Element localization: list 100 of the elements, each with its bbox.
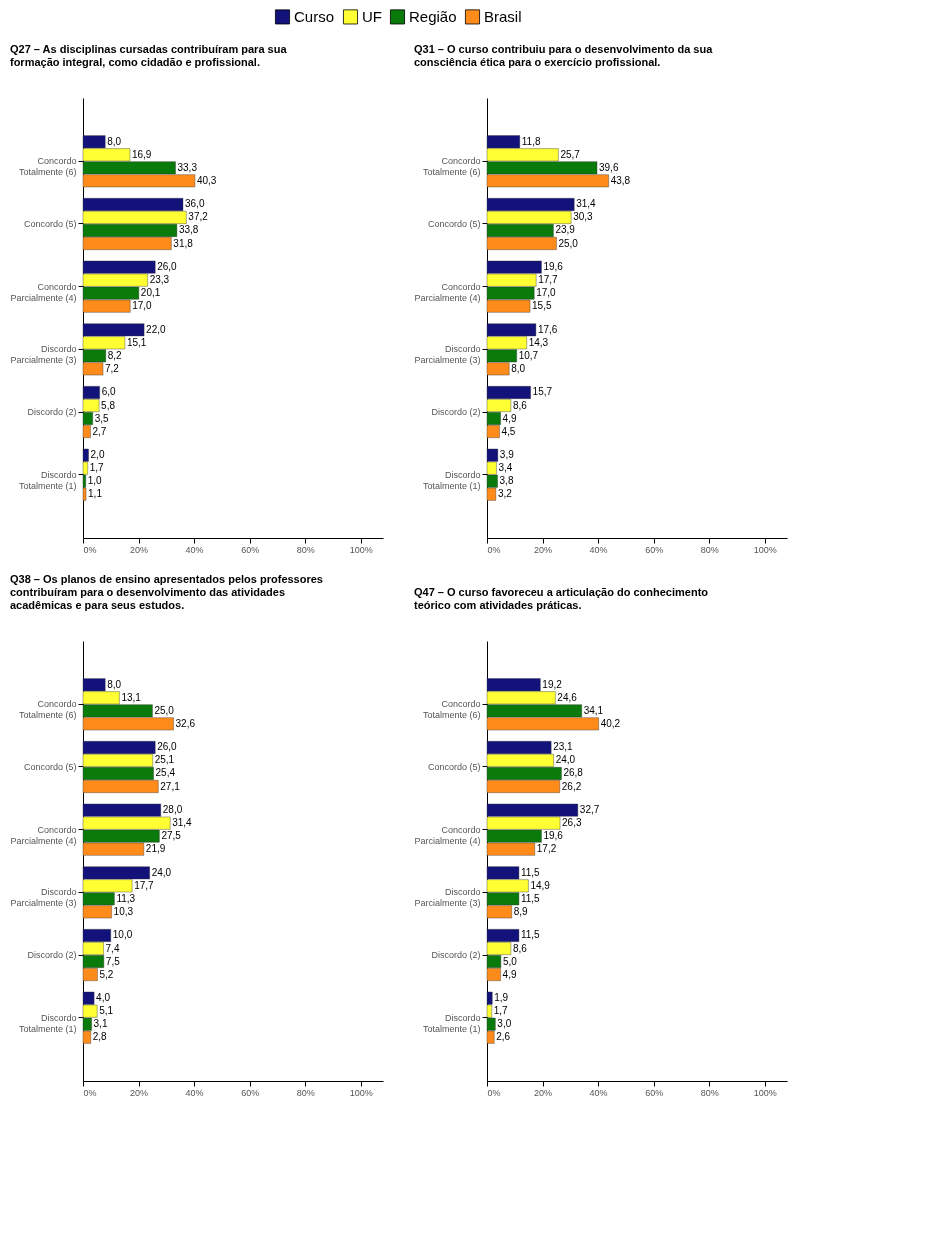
data-label: 8,6 [512,399,528,411]
data-label: 23,1 [553,741,574,753]
data-label: 40,3 [196,174,217,186]
data-label: 8,2 [107,349,123,361]
data-label: 11,8 [521,135,541,147]
data-label: 26,2 [561,780,582,792]
data-label: 3,2 [497,488,513,500]
chart-title: Q27 – As disciplinas cursadas contribuíram para sua formação integral, como cidadão e profissional. [9,43,288,68]
data-label: 17,2 [536,843,557,855]
chart-title: Q31 – O curso contribuiu para o desenvolvimento da sua consciência ética para o exercício profissional. [413,43,714,68]
data-label: 1,0 [87,475,103,487]
data-label: 4,9 [502,968,517,980]
data-label: 4,0 [96,992,111,1004]
legend-label: Brasil [484,7,522,25]
data-label: 43,8 [610,174,631,186]
y-tick-label: Concordo Totalmente (6) [422,699,481,721]
data-label: 24,0 [151,866,172,878]
data-label: 1,9 [494,992,509,1004]
data-label: 1,7 [493,1005,509,1017]
data-label: 5,8 [101,399,116,411]
x-tick-label: 60% [645,1087,664,1098]
data-label: 23,9 [555,224,576,236]
data-label: 5,1 [99,1005,114,1017]
y-tick-label: Concordo (5) [23,761,77,772]
data-label: 26,3 [562,817,582,829]
x-tick-label: 60% [241,1087,260,1098]
data-label: 8,0 [107,135,122,147]
x-tick-label: 60% [241,544,260,555]
x-tick-label: 20% [534,1087,553,1098]
data-label: 26,0 [157,261,178,273]
y-tick-label: Concordo Parcialmente (4) [10,824,77,846]
data-label: 7,4 [105,942,120,954]
data-label: 8,9 [513,905,529,917]
x-tick-label: 100% [349,544,373,555]
data-label: 1,7 [89,462,105,474]
data-label: 39,6 [599,161,619,173]
data-label: 13,1 [121,691,142,703]
y-tick-label: Concordo Totalmente (6) [422,156,481,178]
data-label: 11,5 [520,929,541,941]
chart-title: Q47 – O curso favoreceu a articulação do conhecimento teórico com atividades práticas. [413,586,709,611]
data-label: 3,4 [498,462,513,474]
y-tick-label: Discordo Parcialmente (3) [414,887,481,909]
legend-label: UF [362,7,382,25]
data-label: 31,8 [173,237,194,249]
data-label: 11,5 [520,866,541,878]
data-label: 2,0 [90,449,105,461]
data-label: 7,5 [105,955,121,967]
data-label: 7,2 [105,362,120,374]
data-label: 16,9 [131,148,152,160]
x-tick-label: 80% [296,1087,315,1098]
data-label: 37,2 [188,211,209,223]
data-label: 27,5 [161,830,182,842]
data-label: 17,6 [537,323,558,335]
legend-label: Região [409,7,457,25]
data-label: 10,0 [112,929,133,941]
x-tick-label: 100% [753,1087,777,1098]
y-tick-label: Discordo Totalmente (1) [422,1012,481,1034]
data-label: 15,5 [532,300,552,312]
data-label: 15,7 [532,386,553,398]
y-tick-label: Discordo (2) [431,407,481,418]
data-label: 19,6 [543,830,564,842]
x-tick-label: 20% [130,544,149,555]
data-label: 27,1 [160,780,181,792]
x-tick-label: 0% [83,1087,97,1098]
y-tick-label: Discordo Parcialmente (3) [10,344,77,366]
y-tick-label: Concordo (5) [23,218,77,229]
legend-label: Curso [294,7,335,25]
data-label: 17,7 [538,274,559,286]
data-label: 25,0 [558,237,579,249]
data-label: 22,0 [146,323,167,335]
y-tick-label: Concordo (5) [427,218,481,229]
x-tick-label: 100% [753,544,777,555]
data-label: 3,1 [93,1018,108,1030]
y-tick-label: Discordo Totalmente (1) [18,469,77,491]
data-label: 4,9 [502,412,517,424]
data-label: 17,7 [134,879,155,891]
x-tick-label: 80% [296,544,315,555]
data-label: 25,1 [154,754,175,766]
y-tick-label: Discordo (2) [27,407,77,418]
data-label: 31,4 [172,817,193,829]
data-label: 14,9 [530,879,551,891]
y-tick-label: Concordo Totalmente (6) [18,156,77,178]
x-tick-label: 80% [700,1087,719,1098]
data-label: 24,6 [557,691,578,703]
y-tick-label: Concordo (5) [427,761,481,772]
data-label: 8,0 [107,678,122,690]
data-label: 2,7 [92,425,107,437]
y-tick-label: Concordo Totalmente (6) [18,699,77,721]
data-label: 21,9 [145,843,166,855]
y-tick-label: Discordo Totalmente (1) [18,1012,77,1034]
data-label: 10,7 [518,349,539,361]
x-tick-label: 40% [185,1087,204,1098]
data-label: 28,0 [162,804,183,816]
data-label: 11,5 [520,892,541,904]
data-label: 26,0 [157,741,178,753]
data-label: 20,1 [140,287,161,299]
y-tick-label: Discordo Totalmente (1) [422,469,481,491]
data-label: 14,3 [528,336,549,348]
data-label: 17,0 [536,287,557,299]
data-label: 32,6 [175,717,196,729]
